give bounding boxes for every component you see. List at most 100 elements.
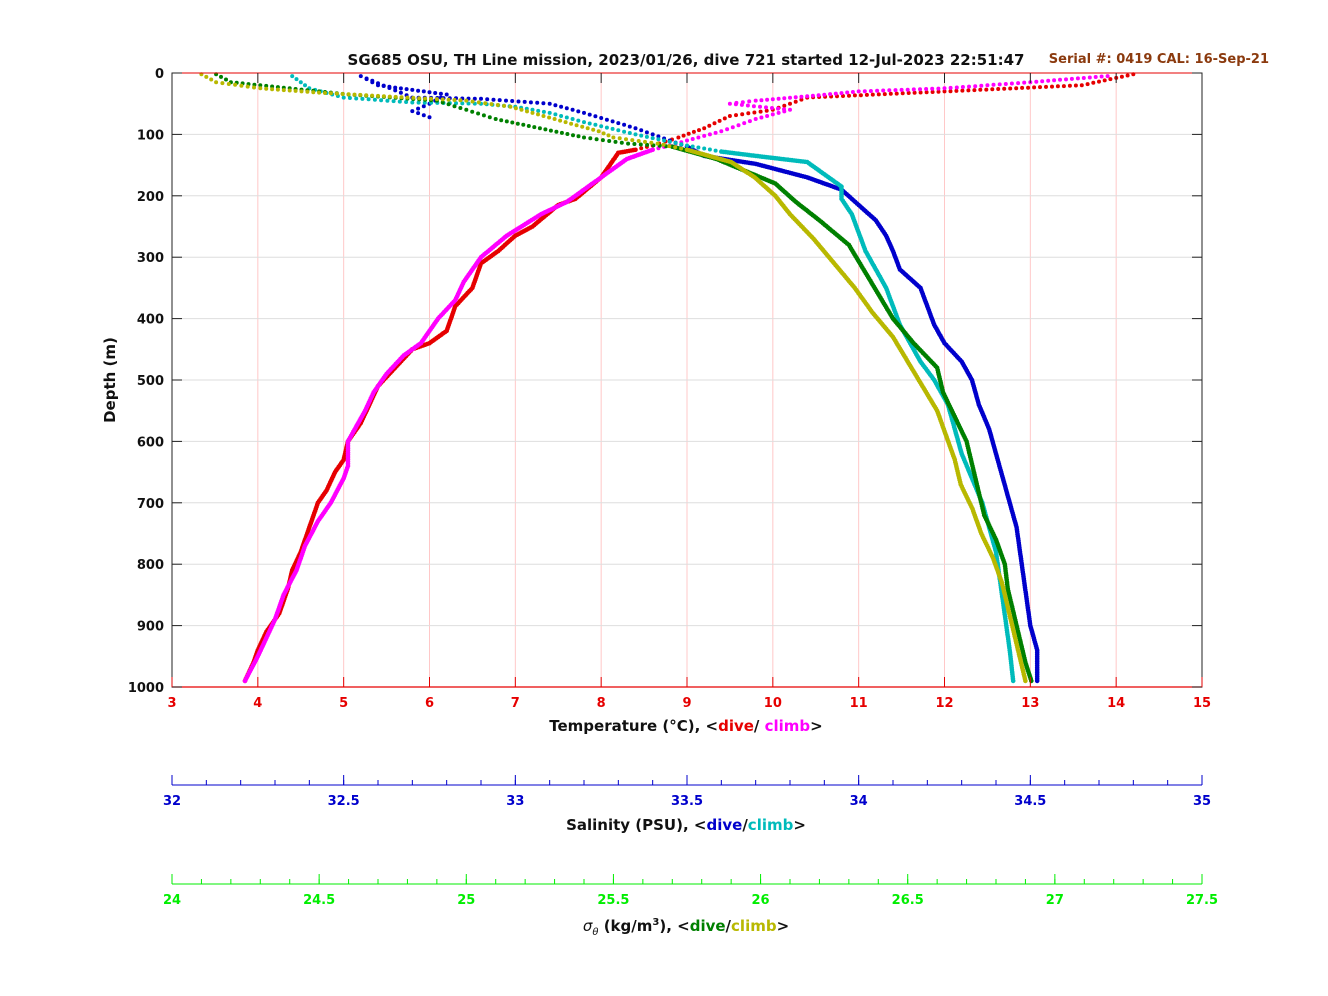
data-point (504, 98, 508, 103)
data-point (918, 90, 923, 95)
data-point (942, 86, 947, 91)
data-point (616, 121, 621, 126)
data-point (495, 103, 500, 107)
data-point (576, 118, 581, 123)
data-point (973, 84, 978, 89)
data-point (376, 93, 380, 98)
data-point (1029, 678, 1034, 684)
data-point (258, 83, 263, 88)
depth-tick-label: 500 (137, 374, 164, 389)
data-point (1058, 77, 1062, 82)
data-point (862, 89, 867, 94)
data-point (372, 97, 377, 102)
data-point (525, 109, 529, 114)
sigma_theta-tick-label: 25 (457, 893, 475, 908)
data-point (553, 103, 558, 108)
sigma_theta-climb-series (199, 72, 1028, 684)
temperature-tick-label: 12 (935, 696, 953, 711)
data-point (707, 123, 712, 128)
data-point (868, 89, 873, 93)
data-point (650, 136, 655, 141)
data-point (1050, 84, 1054, 89)
sigma_theta-tick-label: 24.5 (303, 893, 335, 908)
data-point (293, 88, 298, 93)
data-point (580, 124, 585, 129)
data-point (393, 88, 398, 93)
data-point (633, 132, 638, 137)
data-point (972, 88, 977, 93)
data-point (765, 97, 770, 102)
data-point (476, 100, 481, 105)
data-point (466, 101, 471, 106)
data-point (422, 100, 427, 105)
salinity-label-suffix: > (793, 816, 806, 834)
data-point (942, 89, 947, 94)
salinity-tick-label: 32.5 (328, 794, 360, 809)
data-point (1002, 86, 1007, 91)
data-point (875, 88, 880, 93)
sigma-theta-axis: 24 24.5 25 25.5 26 26.5 27 27.5 (163, 874, 1218, 908)
data-point (537, 126, 542, 131)
data-point (655, 141, 660, 146)
data-point (1034, 79, 1039, 84)
data-point (1069, 76, 1074, 81)
data-point (643, 139, 647, 144)
data-point (433, 91, 438, 95)
data-series (199, 72, 1136, 684)
temperature-climb-series (242, 74, 1110, 684)
data-point (967, 84, 971, 89)
data-point (510, 120, 515, 125)
data-point (421, 113, 426, 118)
data-point (438, 91, 443, 96)
data-point (587, 112, 592, 117)
data-point (214, 80, 219, 85)
data-point (1061, 84, 1066, 89)
depth-tick-label: 700 (137, 497, 164, 512)
data-point (599, 116, 604, 120)
data-point (1026, 85, 1031, 90)
data-point (1067, 83, 1072, 88)
data-point (1099, 74, 1104, 79)
data-point (481, 113, 486, 118)
data-point (499, 118, 504, 123)
data-point (645, 142, 650, 147)
data-point (427, 115, 432, 120)
data-point (765, 114, 770, 118)
data-point (599, 124, 604, 129)
data-point (404, 87, 409, 92)
data-point (696, 135, 701, 140)
data-point (1125, 73, 1130, 78)
depth-tick-label: 800 (137, 558, 164, 573)
data-point (530, 107, 535, 112)
data-point (864, 92, 869, 97)
data-point (776, 110, 781, 115)
data-point (391, 99, 396, 104)
data-point (547, 101, 552, 106)
data-point (960, 88, 965, 93)
data-point (1022, 80, 1027, 85)
data-point (547, 115, 552, 120)
data-point (464, 98, 469, 103)
data-point (209, 77, 214, 82)
depth-tick-label: 100 (137, 128, 164, 143)
data-point (576, 109, 581, 114)
data-point (673, 145, 678, 150)
data-point (617, 136, 622, 141)
data-point (632, 142, 637, 146)
data-point (346, 92, 351, 97)
data-point (398, 90, 403, 95)
data-point (411, 95, 416, 100)
data-point (352, 92, 357, 97)
data-point (690, 137, 695, 141)
data-point (730, 125, 735, 130)
sigma_theta-tick-label: 25.5 (597, 893, 629, 908)
data-point (553, 112, 558, 117)
temperature-tick-label: 9 (682, 696, 691, 711)
data-point (564, 106, 569, 111)
data-point (960, 85, 965, 89)
data-point (639, 128, 644, 133)
data-point (639, 133, 644, 138)
temperature-axis: 3 4 5 6 7 8 9 10 11 12 13 14 15 (167, 73, 1211, 711)
temperature-tick-label: 8 (597, 696, 606, 711)
temperature-tick-label: 3 (167, 696, 176, 711)
